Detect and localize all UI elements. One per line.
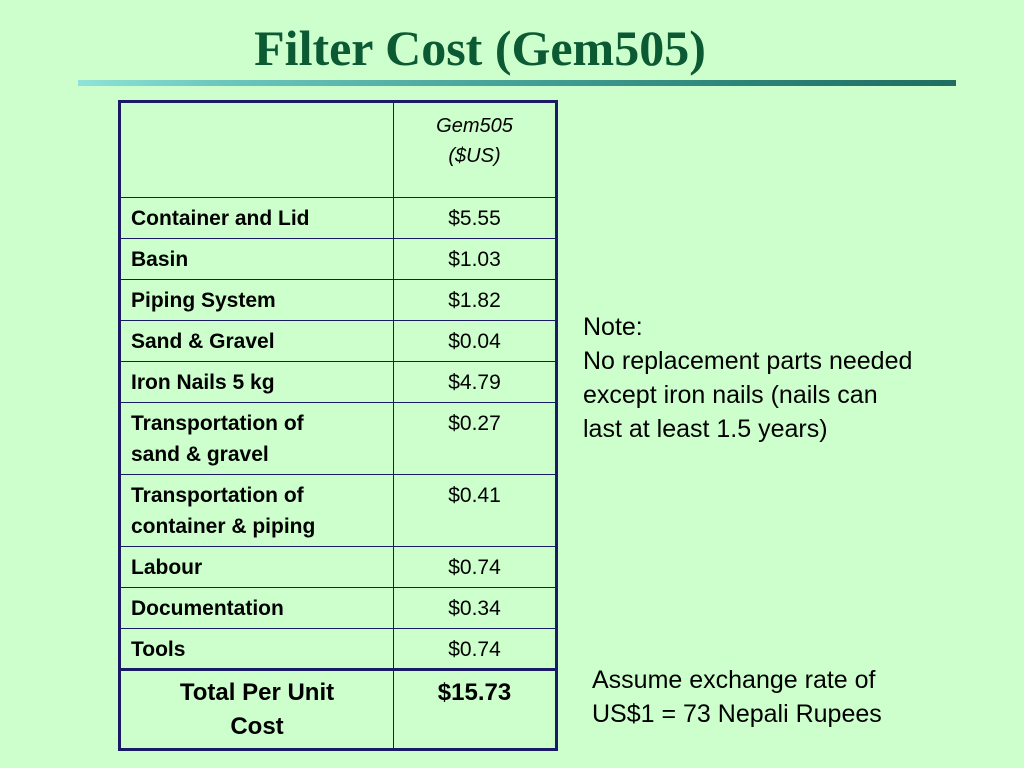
note-heading: Note:	[583, 313, 643, 341]
row-item-label-line1: Transportation of	[131, 412, 304, 435]
row-item-label: Tools	[119, 628, 394, 670]
table-row: Iron Nails 5 kg $4.79	[119, 361, 557, 403]
row-item-label: Container and Lid	[119, 197, 394, 239]
header-currency-unit: ($US)	[448, 145, 501, 167]
note-line: last at least 1.5 years)	[583, 415, 828, 443]
row-cost-value: $1.82	[393, 279, 557, 321]
row-item-label: Labour	[119, 546, 394, 588]
table-row: Basin $1.03	[119, 238, 557, 280]
row-item-label: Piping System	[119, 279, 394, 321]
table-row: Documentation $0.34	[119, 587, 557, 629]
note-line: No replacement parts needed	[583, 347, 913, 375]
table-row: Sand & Gravel $0.04	[119, 320, 557, 362]
table-row: Labour $0.74	[119, 546, 557, 588]
total-label: Total Per Unit Cost	[119, 668, 394, 750]
total-label-line2: Cost	[230, 713, 284, 740]
table-header-row: Gem505 ($US)	[119, 101, 557, 198]
note-line: except iron nails (nails can	[583, 381, 878, 409]
row-cost-value: $0.74	[393, 628, 557, 670]
header-value-cell: Gem505 ($US)	[393, 101, 557, 198]
table-row: Transportation of container & piping $0.…	[119, 474, 557, 547]
row-cost-value: $0.41	[393, 474, 557, 547]
exchange-line: US$1 = 73 Nepali Rupees	[592, 700, 882, 728]
row-cost-value: $4.79	[393, 361, 557, 403]
table-row: Transportation of sand & gravel $0.27	[119, 402, 557, 475]
header-item-cell	[119, 101, 394, 198]
table-row: Tools $0.74	[119, 628, 557, 670]
replacement-note: Note: No replacement parts needed except…	[583, 310, 983, 446]
row-cost-value: $0.74	[393, 546, 557, 588]
row-item-label: Iron Nails 5 kg	[119, 361, 394, 403]
row-item-label: Basin	[119, 238, 394, 280]
exchange-rate-note: Assume exchange rate of US$1 = 73 Nepali…	[592, 663, 1012, 731]
table-row: Container and Lid $5.55	[119, 197, 557, 239]
row-item-label: Transportation of container & piping	[119, 474, 394, 547]
total-value: $15.73	[393, 668, 557, 750]
row-item-label-line2: sand & gravel	[131, 443, 269, 466]
row-item-label-line1: Transportation of	[131, 484, 304, 507]
row-cost-value: $1.03	[393, 238, 557, 280]
cost-table: Gem505 ($US) Container and Lid $5.55 Bas…	[118, 100, 558, 751]
row-item-label: Documentation	[119, 587, 394, 629]
row-cost-value: $0.04	[393, 320, 557, 362]
row-cost-value: $0.27	[393, 402, 557, 475]
row-item-label-line2: container & piping	[131, 515, 316, 538]
total-row: Total Per Unit Cost $15.73	[119, 668, 557, 750]
exchange-line: Assume exchange rate of	[592, 666, 876, 694]
row-cost-value: $0.34	[393, 587, 557, 629]
total-label-line1: Total Per Unit	[179, 679, 335, 706]
slide-title: Filter Cost (Gem505)	[254, 20, 706, 76]
row-cost-value: $5.55	[393, 197, 557, 239]
table-row: Piping System $1.82	[119, 279, 557, 321]
title-underline-rule	[78, 80, 956, 86]
row-item-label: Transportation of sand & gravel	[119, 402, 394, 475]
row-item-label: Sand & Gravel	[119, 320, 394, 362]
header-currency-label: Gem505	[436, 115, 513, 137]
